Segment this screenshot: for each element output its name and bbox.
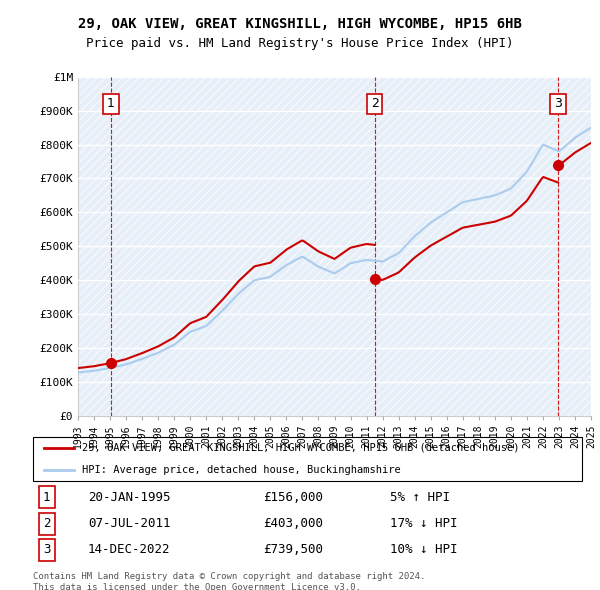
Text: 07-JUL-2011: 07-JUL-2011 xyxy=(88,517,170,530)
Text: HPI: Average price, detached house, Buckinghamshire: HPI: Average price, detached house, Buck… xyxy=(82,465,401,475)
Text: 29, OAK VIEW, GREAT KINGSHILL, HIGH WYCOMBE, HP15 6HB: 29, OAK VIEW, GREAT KINGSHILL, HIGH WYCO… xyxy=(78,17,522,31)
Text: 5% ↑ HPI: 5% ↑ HPI xyxy=(390,491,450,504)
Text: £739,500: £739,500 xyxy=(263,543,323,556)
Text: 3: 3 xyxy=(554,97,562,110)
Text: 14-DEC-2022: 14-DEC-2022 xyxy=(88,543,170,556)
Text: Contains HM Land Registry data © Crown copyright and database right 2024.
This d: Contains HM Land Registry data © Crown c… xyxy=(33,572,425,590)
Text: 1: 1 xyxy=(43,491,50,504)
Text: 2: 2 xyxy=(371,97,379,110)
Text: Price paid vs. HM Land Registry's House Price Index (HPI): Price paid vs. HM Land Registry's House … xyxy=(86,37,514,50)
Text: £403,000: £403,000 xyxy=(263,517,323,530)
Text: 20-JAN-1995: 20-JAN-1995 xyxy=(88,491,170,504)
Text: 1: 1 xyxy=(107,97,115,110)
Text: 2: 2 xyxy=(43,517,50,530)
Text: 29, OAK VIEW, GREAT KINGSHILL, HIGH WYCOMBE, HP15 6HB (detached house): 29, OAK VIEW, GREAT KINGSHILL, HIGH WYCO… xyxy=(82,442,520,453)
Text: 3: 3 xyxy=(43,543,50,556)
Text: £156,000: £156,000 xyxy=(263,491,323,504)
Text: 10% ↓ HPI: 10% ↓ HPI xyxy=(390,543,457,556)
Text: 17% ↓ HPI: 17% ↓ HPI xyxy=(390,517,457,530)
